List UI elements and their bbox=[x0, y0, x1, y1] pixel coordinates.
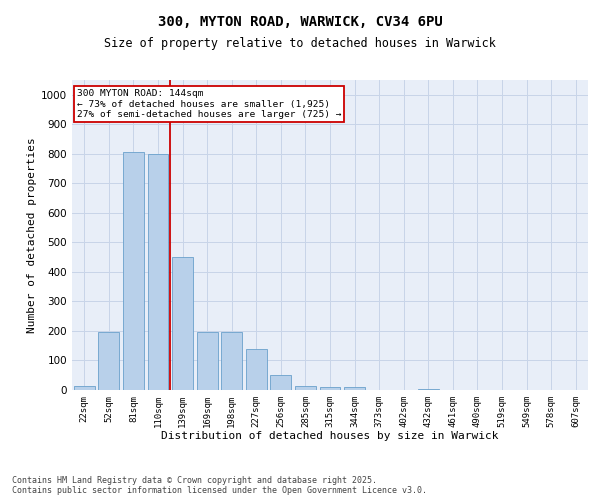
Bar bbox=[148, 154, 169, 390]
Text: Size of property relative to detached houses in Warwick: Size of property relative to detached ho… bbox=[104, 38, 496, 51]
Text: 300 MYTON ROAD: 144sqm
← 73% of detached houses are smaller (1,925)
27% of semi-: 300 MYTON ROAD: 144sqm ← 73% of detached… bbox=[77, 90, 341, 119]
Bar bbox=[74, 386, 95, 390]
Bar bbox=[246, 348, 267, 390]
Bar bbox=[295, 386, 316, 390]
Bar bbox=[221, 332, 242, 390]
Bar bbox=[197, 332, 218, 390]
Bar bbox=[320, 387, 340, 390]
Bar bbox=[123, 152, 144, 390]
X-axis label: Distribution of detached houses by size in Warwick: Distribution of detached houses by size … bbox=[161, 432, 499, 442]
Bar bbox=[418, 388, 439, 390]
Y-axis label: Number of detached properties: Number of detached properties bbox=[27, 137, 37, 333]
Text: Contains HM Land Registry data © Crown copyright and database right 2025.
Contai: Contains HM Land Registry data © Crown c… bbox=[12, 476, 427, 495]
Bar bbox=[344, 387, 365, 390]
Bar bbox=[271, 375, 292, 390]
Bar bbox=[172, 257, 193, 390]
Bar bbox=[98, 332, 119, 390]
Text: 300, MYTON ROAD, WARWICK, CV34 6PU: 300, MYTON ROAD, WARWICK, CV34 6PU bbox=[158, 15, 442, 29]
